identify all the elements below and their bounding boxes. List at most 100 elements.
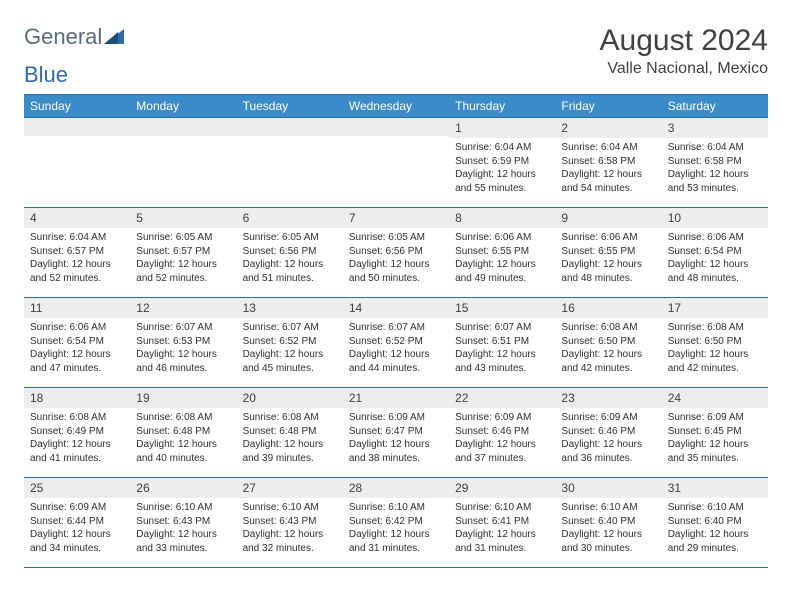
day-header: Wednesday — [343, 95, 449, 118]
daylight-text: Daylight: 12 hours and 48 minutes. — [561, 258, 655, 285]
daylight-text: Daylight: 12 hours and 29 minutes. — [668, 528, 762, 555]
calendar-cell: 1Sunrise: 6:04 AMSunset: 6:59 PMDaylight… — [449, 118, 555, 208]
sunset-text: Sunset: 6:42 PM — [349, 515, 443, 529]
day-number: 26 — [130, 478, 236, 498]
day-number: 15 — [449, 298, 555, 318]
sunset-text: Sunset: 6:56 PM — [243, 245, 337, 259]
calendar-cell: 11Sunrise: 6:06 AMSunset: 6:54 PMDayligh… — [24, 298, 130, 388]
day-content: Sunrise: 6:08 AMSunset: 6:48 PMDaylight:… — [237, 408, 343, 471]
day-content: Sunrise: 6:06 AMSunset: 6:54 PMDaylight:… — [24, 318, 130, 381]
sunset-text: Sunset: 6:52 PM — [243, 335, 337, 349]
day-number: 12 — [130, 298, 236, 318]
calendar-cell: 19Sunrise: 6:08 AMSunset: 6:48 PMDayligh… — [130, 388, 236, 478]
calendar-week-row: 1Sunrise: 6:04 AMSunset: 6:59 PMDaylight… — [24, 118, 768, 208]
day-number: 13 — [237, 298, 343, 318]
day-number: 27 — [237, 478, 343, 498]
day-content: Sunrise: 6:06 AMSunset: 6:54 PMDaylight:… — [662, 228, 768, 291]
day-number — [130, 118, 236, 136]
day-number: 3 — [662, 118, 768, 138]
day-content: Sunrise: 6:07 AMSunset: 6:51 PMDaylight:… — [449, 318, 555, 381]
daylight-text: Daylight: 12 hours and 49 minutes. — [455, 258, 549, 285]
calendar-cell: 9Sunrise: 6:06 AMSunset: 6:55 PMDaylight… — [555, 208, 661, 298]
sunrise-text: Sunrise: 6:10 AM — [136, 501, 230, 515]
day-content: Sunrise: 6:06 AMSunset: 6:55 PMDaylight:… — [449, 228, 555, 291]
sunset-text: Sunset: 6:52 PM — [349, 335, 443, 349]
day-header: Friday — [555, 95, 661, 118]
sunset-text: Sunset: 6:46 PM — [561, 425, 655, 439]
day-number — [237, 118, 343, 136]
sunset-text: Sunset: 6:55 PM — [455, 245, 549, 259]
calendar-cell: 25Sunrise: 6:09 AMSunset: 6:44 PMDayligh… — [24, 478, 130, 568]
day-number: 2 — [555, 118, 661, 138]
sunset-text: Sunset: 6:43 PM — [243, 515, 337, 529]
daylight-text: Daylight: 12 hours and 32 minutes. — [243, 528, 337, 555]
sunrise-text: Sunrise: 6:07 AM — [349, 321, 443, 335]
day-content: Sunrise: 6:10 AMSunset: 6:43 PMDaylight:… — [237, 498, 343, 561]
sunset-text: Sunset: 6:49 PM — [30, 425, 124, 439]
daylight-text: Daylight: 12 hours and 50 minutes. — [349, 258, 443, 285]
day-number: 4 — [24, 208, 130, 228]
calendar-cell: 16Sunrise: 6:08 AMSunset: 6:50 PMDayligh… — [555, 298, 661, 388]
sunrise-text: Sunrise: 6:06 AM — [561, 231, 655, 245]
daylight-text: Daylight: 12 hours and 47 minutes. — [30, 348, 124, 375]
day-content: Sunrise: 6:09 AMSunset: 6:46 PMDaylight:… — [555, 408, 661, 471]
sunrise-text: Sunrise: 6:09 AM — [668, 411, 762, 425]
day-content: Sunrise: 6:04 AMSunset: 6:58 PMDaylight:… — [662, 138, 768, 201]
calendar-cell: 10Sunrise: 6:06 AMSunset: 6:54 PMDayligh… — [662, 208, 768, 298]
sunrise-text: Sunrise: 6:05 AM — [136, 231, 230, 245]
calendar-cell: 2Sunrise: 6:04 AMSunset: 6:58 PMDaylight… — [555, 118, 661, 208]
day-number — [343, 118, 449, 136]
sunset-text: Sunset: 6:57 PM — [136, 245, 230, 259]
day-number: 31 — [662, 478, 768, 498]
day-content: Sunrise: 6:05 AMSunset: 6:56 PMDaylight:… — [237, 228, 343, 291]
logo-triangle-icon — [104, 24, 124, 50]
sunset-text: Sunset: 6:47 PM — [349, 425, 443, 439]
daylight-text: Daylight: 12 hours and 33 minutes. — [136, 528, 230, 555]
calendar-cell: 12Sunrise: 6:07 AMSunset: 6:53 PMDayligh… — [130, 298, 236, 388]
calendar-cell: 13Sunrise: 6:07 AMSunset: 6:52 PMDayligh… — [237, 298, 343, 388]
day-content: Sunrise: 6:09 AMSunset: 6:47 PMDaylight:… — [343, 408, 449, 471]
day-content: Sunrise: 6:08 AMSunset: 6:48 PMDaylight:… — [130, 408, 236, 471]
day-content: Sunrise: 6:09 AMSunset: 6:46 PMDaylight:… — [449, 408, 555, 471]
calendar-cell: 3Sunrise: 6:04 AMSunset: 6:58 PMDaylight… — [662, 118, 768, 208]
sunrise-text: Sunrise: 6:07 AM — [455, 321, 549, 335]
calendar-cell: 5Sunrise: 6:05 AMSunset: 6:57 PMDaylight… — [130, 208, 236, 298]
daylight-text: Daylight: 12 hours and 42 minutes. — [561, 348, 655, 375]
daylight-text: Daylight: 12 hours and 48 minutes. — [668, 258, 762, 285]
calendar-cell — [343, 118, 449, 208]
day-header: Monday — [130, 95, 236, 118]
sunrise-text: Sunrise: 6:07 AM — [136, 321, 230, 335]
daylight-text: Daylight: 12 hours and 37 minutes. — [455, 438, 549, 465]
sunrise-text: Sunrise: 6:06 AM — [30, 321, 124, 335]
sunrise-text: Sunrise: 6:08 AM — [30, 411, 124, 425]
logo-word-general: General — [24, 24, 102, 50]
sunset-text: Sunset: 6:48 PM — [136, 425, 230, 439]
daylight-text: Daylight: 12 hours and 53 minutes. — [668, 168, 762, 195]
calendar-cell: 8Sunrise: 6:06 AMSunset: 6:55 PMDaylight… — [449, 208, 555, 298]
month-title: August 2024 — [600, 24, 768, 58]
daylight-text: Daylight: 12 hours and 38 minutes. — [349, 438, 443, 465]
day-content: Sunrise: 6:07 AMSunset: 6:53 PMDaylight:… — [130, 318, 236, 381]
calendar-cell: 26Sunrise: 6:10 AMSunset: 6:43 PMDayligh… — [130, 478, 236, 568]
day-content: Sunrise: 6:08 AMSunset: 6:49 PMDaylight:… — [24, 408, 130, 471]
daylight-text: Daylight: 12 hours and 52 minutes. — [30, 258, 124, 285]
sunrise-text: Sunrise: 6:05 AM — [243, 231, 337, 245]
calendar-cell — [237, 118, 343, 208]
day-header: Tuesday — [237, 95, 343, 118]
sunrise-text: Sunrise: 6:09 AM — [561, 411, 655, 425]
sunset-text: Sunset: 6:53 PM — [136, 335, 230, 349]
calendar-cell: 30Sunrise: 6:10 AMSunset: 6:40 PMDayligh… — [555, 478, 661, 568]
calendar-cell: 18Sunrise: 6:08 AMSunset: 6:49 PMDayligh… — [24, 388, 130, 478]
calendar-cell: 17Sunrise: 6:08 AMSunset: 6:50 PMDayligh… — [662, 298, 768, 388]
sunrise-text: Sunrise: 6:04 AM — [561, 141, 655, 155]
calendar-week-row: 25Sunrise: 6:09 AMSunset: 6:44 PMDayligh… — [24, 478, 768, 568]
daylight-text: Daylight: 12 hours and 55 minutes. — [455, 168, 549, 195]
calendar-cell: 20Sunrise: 6:08 AMSunset: 6:48 PMDayligh… — [237, 388, 343, 478]
sunrise-text: Sunrise: 6:10 AM — [243, 501, 337, 515]
sunset-text: Sunset: 6:45 PM — [668, 425, 762, 439]
sunset-text: Sunset: 6:50 PM — [668, 335, 762, 349]
day-content: Sunrise: 6:07 AMSunset: 6:52 PMDaylight:… — [237, 318, 343, 381]
logo-word-blue: Blue — [24, 62, 768, 88]
day-number: 18 — [24, 388, 130, 408]
calendar-cell: 24Sunrise: 6:09 AMSunset: 6:45 PMDayligh… — [662, 388, 768, 478]
